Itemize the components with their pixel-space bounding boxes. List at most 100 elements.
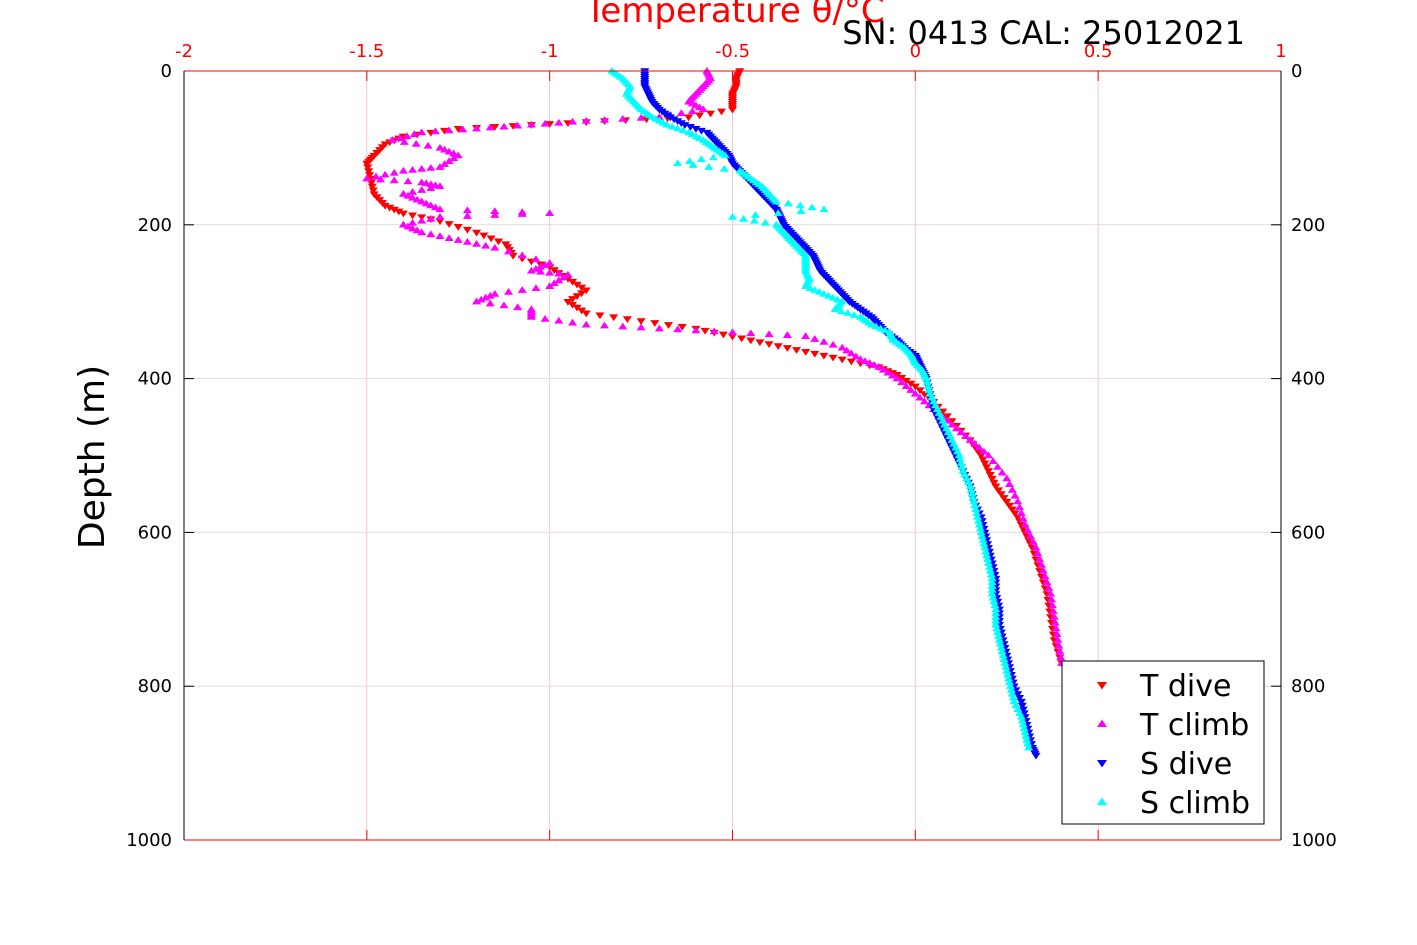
data-point xyxy=(994,487,1004,495)
data-point xyxy=(499,301,509,309)
data-point xyxy=(921,374,931,382)
legend-entry: S dive xyxy=(1140,747,1232,782)
data-point xyxy=(801,348,811,356)
data-point xyxy=(968,493,978,501)
data-point xyxy=(746,337,756,345)
data-point xyxy=(435,182,445,190)
data-point xyxy=(481,293,491,301)
y-tick-label-left: 600 xyxy=(138,522,172,543)
legend-marker xyxy=(1097,682,1107,690)
data-point xyxy=(989,479,999,487)
data-point xyxy=(554,269,564,277)
data-point xyxy=(987,574,997,582)
data-point xyxy=(691,125,701,133)
data-point xyxy=(398,220,408,228)
data-point xyxy=(650,320,660,327)
y-tick-label-left: 1000 xyxy=(126,830,172,851)
data-point xyxy=(609,314,619,322)
y-tick-label-left: 200 xyxy=(138,215,172,236)
data-point xyxy=(1051,624,1061,632)
data-point xyxy=(837,356,847,364)
data-point xyxy=(1049,612,1059,620)
data-point xyxy=(993,628,1003,636)
data-point xyxy=(472,124,482,132)
data-point xyxy=(1028,537,1038,545)
data-point xyxy=(545,209,555,216)
data-point xyxy=(678,126,688,134)
data-point xyxy=(901,377,911,385)
x-tick-label: -2 xyxy=(175,41,193,62)
data-point xyxy=(417,164,427,172)
data-point xyxy=(654,324,664,332)
data-point xyxy=(568,296,578,303)
data-point xyxy=(430,203,440,211)
data-point xyxy=(819,338,829,345)
data-point xyxy=(830,305,840,313)
data-point xyxy=(954,451,964,459)
data-point xyxy=(700,327,710,335)
data-point xyxy=(996,491,1006,498)
data-point xyxy=(728,106,737,114)
data-point xyxy=(421,199,431,207)
data-point xyxy=(717,108,727,116)
data-point xyxy=(728,213,737,220)
data-point xyxy=(1031,543,1041,551)
data-point xyxy=(417,216,427,224)
data-point xyxy=(842,346,852,354)
data-point xyxy=(435,232,445,240)
data-point xyxy=(449,154,459,162)
data-point xyxy=(554,316,564,324)
data-point xyxy=(540,314,550,322)
data-point xyxy=(1001,662,1011,670)
data-point xyxy=(453,151,463,159)
data-point xyxy=(398,189,408,197)
data-point xyxy=(947,420,957,428)
data-point xyxy=(1047,601,1057,609)
data-point xyxy=(545,282,555,290)
data-point xyxy=(426,184,436,191)
data-point xyxy=(581,310,591,318)
data-point xyxy=(440,145,450,153)
data-point xyxy=(951,424,961,432)
data-point xyxy=(1019,710,1029,718)
data-point xyxy=(595,312,605,320)
data-point xyxy=(549,279,559,287)
data-point xyxy=(855,355,865,363)
data-point xyxy=(485,299,495,307)
data-point xyxy=(709,327,719,335)
series-s-climb xyxy=(607,66,1034,751)
data-point xyxy=(568,278,578,286)
data-point xyxy=(1018,706,1028,714)
data-point xyxy=(1026,532,1036,539)
data-point xyxy=(897,378,907,386)
data-point xyxy=(1007,486,1017,493)
data-point xyxy=(810,350,820,358)
data-point xyxy=(481,241,491,249)
data-point xyxy=(846,349,856,357)
data-point xyxy=(389,206,399,214)
data-point xyxy=(687,107,697,115)
data-point xyxy=(906,380,916,388)
data-point xyxy=(444,157,454,165)
data-point xyxy=(472,297,482,305)
data-point xyxy=(773,209,783,216)
data-point xyxy=(636,114,646,121)
data-point xyxy=(577,307,587,315)
chart-subtitle: SN: 0413 CAL: 25012021 xyxy=(842,14,1245,52)
data-point xyxy=(568,117,578,125)
data-point xyxy=(403,177,413,185)
y-tick-label-left: 800 xyxy=(138,676,172,697)
data-point xyxy=(622,316,632,324)
data-point xyxy=(976,528,986,536)
legend-entry: S climb xyxy=(1140,786,1250,821)
data-point xyxy=(673,124,683,132)
data-point xyxy=(408,218,418,226)
data-point xyxy=(685,157,695,165)
data-point xyxy=(444,234,454,241)
data-point xyxy=(636,318,646,325)
data-point xyxy=(398,166,408,174)
data-point xyxy=(1023,526,1033,534)
y-axis-label: Depth (m) xyxy=(72,365,113,549)
data-point xyxy=(368,187,378,195)
